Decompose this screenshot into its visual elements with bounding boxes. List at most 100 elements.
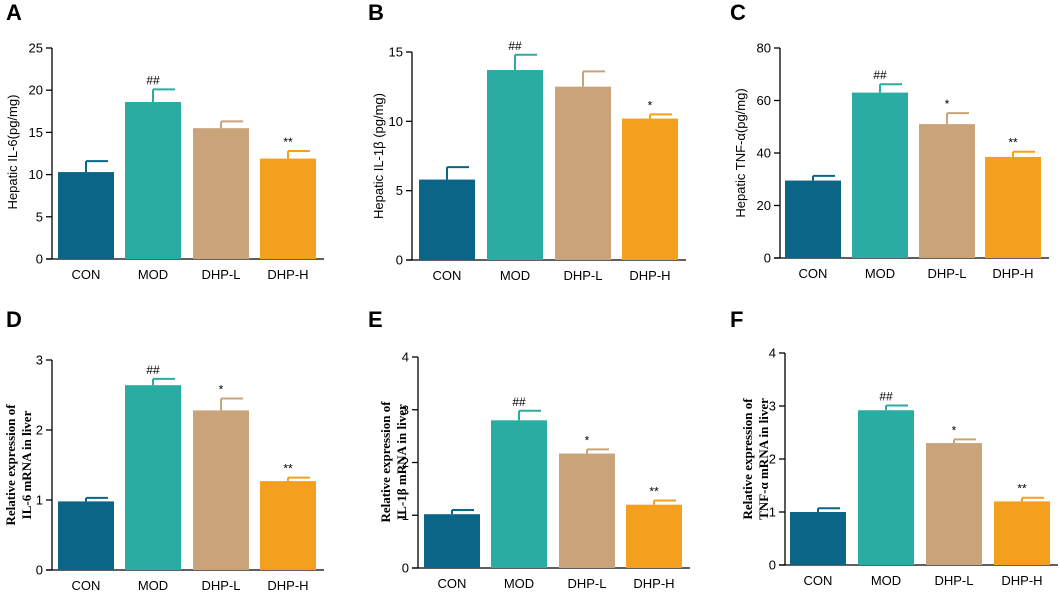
category-label: DHP-H <box>267 578 308 593</box>
y-tick-label: 25 <box>29 41 43 56</box>
y-tick-label: 2 <box>36 423 43 438</box>
category-label: MOD <box>871 573 901 588</box>
category-label: DHP-L <box>934 573 973 588</box>
y-axis-label: Relative expression ofTNF-α mRNA in live… <box>740 398 771 520</box>
category-label: CON <box>799 266 828 281</box>
y-tick-label: 20 <box>757 198 771 213</box>
category-label: DHP-L <box>563 268 602 283</box>
category-label: CON <box>433 268 462 283</box>
y-tick-label: 4 <box>769 346 776 361</box>
significance-marker: ** <box>1008 136 1018 150</box>
significance-marker: * <box>945 97 950 111</box>
category-label: CON <box>72 267 101 282</box>
significance-marker: * <box>219 383 224 397</box>
y-axis-label-line: TNF-α mRNA in liver <box>756 398 771 520</box>
y-tick-label: 5 <box>396 183 403 198</box>
category-label: DHP-L <box>567 576 606 591</box>
bar-con <box>419 179 475 260</box>
panel-d: D 0 1 2 3 Relative expression ofIL-6 mRNA in … <box>3 307 324 593</box>
panel-letter: D <box>6 307 22 332</box>
bar-con <box>58 501 114 570</box>
bar-dhp-h <box>622 118 678 260</box>
y-tick-label: 80 <box>757 41 771 56</box>
bar-dhp-l <box>193 128 249 259</box>
category-label: DHP-L <box>201 578 240 593</box>
significance-marker: * <box>585 433 590 447</box>
bar-dhp-l <box>193 410 249 570</box>
bar-dhp-l <box>926 443 982 565</box>
bar-dhp-h <box>260 481 316 570</box>
y-tick-label: 0 <box>769 558 776 573</box>
panel-letter: C <box>730 0 746 25</box>
y-tick-label: 10 <box>389 114 403 129</box>
bar-con <box>785 180 841 258</box>
category-label: DHP-H <box>267 267 308 282</box>
y-tick-label: 0 <box>36 252 43 267</box>
category-label: MOD <box>138 267 168 282</box>
category-label: CON <box>438 576 467 591</box>
significance-marker: ** <box>283 135 293 149</box>
y-tick-label: 10 <box>29 167 43 182</box>
panel-letter: F <box>730 307 743 332</box>
category-label: DHP-H <box>992 266 1033 281</box>
significance-marker: ## <box>879 389 893 403</box>
bar-dhp-l <box>559 453 615 568</box>
bar-con <box>424 514 480 568</box>
y-axis-label: Hepatic IL-1β (pg/mg) <box>371 93 386 219</box>
y-axis-label: Hepatic IL-6(pg/mg) <box>5 95 20 210</box>
y-tick-label: 3 <box>769 399 776 414</box>
category-label: MOD <box>138 578 168 593</box>
y-axis-label: Relative expression ofIL-1β mRNA in live… <box>378 401 409 523</box>
y-tick-label: 40 <box>757 146 771 161</box>
y-tick-label: 5 <box>36 209 43 224</box>
category-label: DHP-H <box>1001 573 1042 588</box>
bar-mod <box>858 410 914 565</box>
category-label: CON <box>72 578 101 593</box>
panel-letter: E <box>368 307 383 332</box>
significance-marker: ** <box>283 462 293 476</box>
y-tick-label: 0 <box>396 253 403 268</box>
significance-marker: ** <box>649 484 659 498</box>
category-label: DHP-L <box>927 266 966 281</box>
panel-f: F 0 1 2 3 4 Relative expression ofTNF-α mRNA i… <box>730 307 1058 588</box>
category-label: DHP-L <box>201 267 240 282</box>
significance-marker: ** <box>1017 482 1027 496</box>
y-tick-label: 20 <box>29 83 43 98</box>
category-label: CON <box>804 573 833 588</box>
category-label: MOD <box>504 576 534 591</box>
bar-con <box>790 512 846 565</box>
bar-mod <box>487 70 543 260</box>
bar-mod <box>491 420 547 568</box>
y-tick-label: 15 <box>29 125 43 140</box>
bar-dhp-h <box>626 504 682 568</box>
panel-letter: B <box>368 0 384 25</box>
significance-marker: ## <box>508 39 522 53</box>
bar-dhp-h <box>260 158 316 259</box>
bar-dhp-h <box>985 156 1041 258</box>
category-label: MOD <box>500 268 530 283</box>
bar-mod <box>125 385 181 570</box>
significance-marker: * <box>952 423 957 437</box>
bar-dhp-l <box>555 86 611 261</box>
panel-b: B 0 5 10 15 Hepatic IL-1β (pg/mg) CON ## MOD DHP-… <box>368 0 686 283</box>
significance-marker: ## <box>873 68 887 82</box>
category-label: DHP-H <box>629 268 670 283</box>
y-axis-label-line: IL-6 mRNA in liver <box>19 410 34 519</box>
bar-mod <box>852 92 908 258</box>
y-axis-label-line: Relative expression of <box>3 404 18 526</box>
significance-marker: ## <box>146 73 160 87</box>
significance-marker: ## <box>146 363 160 377</box>
y-tick-label: 2 <box>402 455 409 470</box>
y-axis-label-line: Relative expression of <box>740 398 755 520</box>
y-tick-label: 2 <box>769 452 776 467</box>
panel-a: A 0 5 10 15 20 25 Hepatic IL-6(pg/mg) CON ## MOD DH… <box>5 0 324 282</box>
panel-c: C 0 20 40 60 80 Hepatic TNF-α(pg/mg) CON ## MOD * D… <box>730 0 1049 281</box>
bar-dhp-l <box>919 124 975 258</box>
y-axis-label: Relative expression ofIL-6 mRNA in liver <box>3 404 34 526</box>
y-tick-label: 0 <box>402 561 409 576</box>
y-tick-label: 0 <box>36 563 43 578</box>
y-tick-label: 3 <box>402 402 409 417</box>
y-tick-label: 4 <box>402 350 409 365</box>
panel-e: E 0 1 2 3 4 Relative expression ofIL-1β mRNA i… <box>368 307 690 591</box>
